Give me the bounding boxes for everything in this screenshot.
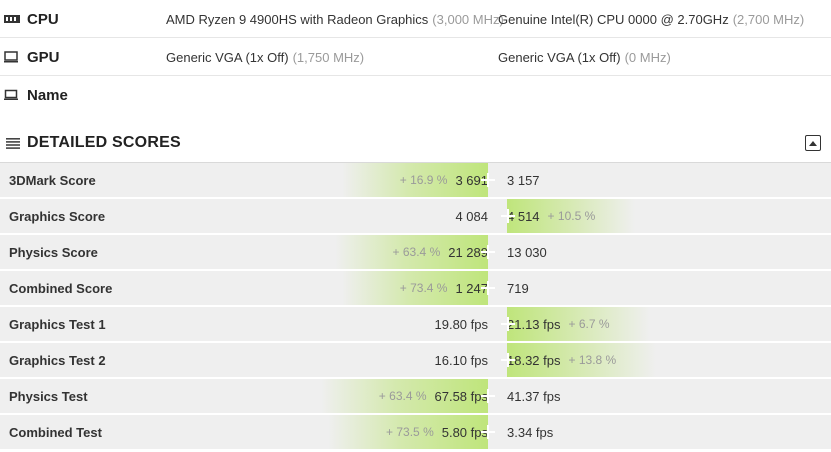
cpu-right-name: Genuine Intel(R) CPU 0000 @ 2.70GHz [498,11,729,27]
score-right-value: 4 514 [507,208,540,224]
score-diff-percent: + 16.9 % [399,173,448,187]
score-right-value: 3.34 fps [507,424,554,440]
cpu-left-name: AMD Ryzen 9 4900HS with Radeon Graphics [166,11,429,27]
gpu-right-name: Generic VGA (1x Off) [498,49,621,65]
score-name: Graphics Test 1 [9,316,106,332]
spec-label-name: Name [4,76,68,114]
score-name: Physics Test [9,388,88,404]
section-title-text: DETAILED SCORES [27,134,181,151]
spec-row-cpu: CPU AMD Ryzen 9 4900HS with Radeon Graph… [0,0,831,38]
score-diff-percent: + 10.5 % [547,209,596,223]
score-name: Combined Test [9,424,102,440]
gpu-left-name: Generic VGA (1x Off) [166,49,289,65]
list-icon [6,137,20,149]
score-right: 18.32 fps + 13.8 % [507,343,657,377]
score-left: 4 084 [455,199,488,233]
score-left: + 63.4 % 67.58 fps [320,379,489,413]
score-row: Physics Test + 63.4 % 67.58 fps 41.37 fps [0,379,831,413]
score-left-value: 1 247 [455,280,488,296]
cpu-icon [4,14,22,24]
score-right-value: 3 157 [507,172,540,188]
spec-row-name: Name [0,76,831,114]
cpu-left: AMD Ryzen 9 4900HS with Radeon Graphics … [166,0,504,38]
score-row: Physics Score + 63.4 % 21 289 13 030 [0,235,831,269]
plus-icon [480,280,496,296]
score-name: Physics Score [9,244,98,260]
spec-label-text: Name [27,86,68,104]
score-left-value: 3 691 [455,172,488,188]
score-left: + 16.9 % 3 691 [341,163,488,197]
detailed-scores-header: DETAILED SCORES [0,123,831,163]
score-row: Combined Test + 73.5 % 5.80 fps 3.34 fps [0,415,831,449]
score-row: Graphics Test 2 16.10 fps 18.32 fps + 13.8 … [0,343,831,377]
score-right: 13 030 [507,235,547,269]
score-name: Combined Score [9,280,113,296]
section-title: DETAILED SCORES [6,123,181,163]
plus-icon [480,388,496,404]
plus-icon [500,208,516,224]
collapse-up-icon [809,140,817,146]
score-diff-percent: + 63.4 % [392,245,441,259]
plus-icon [500,316,516,332]
score-row: Graphics Score 4 084 4 514 + 10.5 % [0,199,831,233]
spec-label-text: GPU [27,48,60,66]
score-right-value: 13 030 [507,244,547,260]
score-name: Graphics Score [9,208,106,224]
spec-label-cpu: CPU [4,0,59,38]
score-name: Graphics Test 2 [9,352,106,368]
gpu-right-freq: (0 MHz) [624,49,671,65]
plus-icon [480,424,496,440]
score-diff-percent: + 63.4 % [378,389,427,403]
cpu-right: Genuine Intel(R) CPU 0000 @ 2.70GHz (2,7… [498,0,804,38]
score-row: 3DMark Score + 16.9 % 3 691 3 157 [0,163,831,197]
score-right: 719 [507,271,529,305]
score-right-value: 18.32 fps [507,352,561,368]
score-name: 3DMark Score [9,172,96,188]
score-row: Combined Score + 73.4 % 1 247 719 [0,271,831,305]
score-right-value: 21.13 fps [507,316,561,332]
score-left-value: 4 084 [455,208,488,224]
score-left: 19.80 fps [435,307,489,341]
score-row: Graphics Test 1 19.80 fps 21.13 fps + 6.7 % [0,307,831,341]
gpu-left: Generic VGA (1x Off) (1,750 MHz) [166,38,364,76]
score-right: 4 514 + 10.5 % [507,199,636,233]
score-diff-percent: + 6.7 % [568,317,610,331]
spec-row-gpu: GPU Generic VGA (1x Off) (1,750 MHz) Gen… [0,38,831,76]
score-left-value: 67.58 fps [434,388,489,404]
score-right: 3 157 [507,163,540,197]
score-left: + 73.5 % 5.80 fps [328,415,488,449]
score-diff-percent: + 13.8 % [568,353,617,367]
score-left-value: 16.10 fps [434,352,489,368]
score-right: 21.13 fps + 6.7 % [507,307,650,341]
plus-icon [480,244,496,260]
score-right: 3.34 fps [507,415,553,449]
score-right: 41.37 fps [507,379,561,413]
monitor-icon [4,51,22,63]
score-left: + 63.4 % 21 289 [334,235,488,269]
score-right-value: 41.37 fps [507,388,561,404]
score-left-value: 19.80 fps [434,316,489,332]
cpu-left-freq: (3,000 MHz) [432,11,504,27]
score-left-value: 21 289 [448,244,488,260]
score-left: 16.10 fps [435,343,489,377]
spec-label-gpu: GPU [4,38,60,76]
spec-label-text: CPU [27,10,59,28]
laptop-icon [4,89,22,101]
gpu-right: Generic VGA (1x Off) (0 MHz) [498,38,671,76]
score-left: + 73.4 % 1 247 [341,271,488,305]
score-left-value: 5.80 fps [441,424,488,440]
plus-icon [480,172,496,188]
score-diff-percent: + 73.4 % [399,281,448,295]
collapse-button[interactable] [805,135,821,151]
score-diff-percent: + 73.5 % [386,425,434,439]
plus-icon [500,352,516,368]
score-right-value: 719 [507,280,529,296]
cpu-right-freq: (2,700 MHz) [732,11,805,27]
gpu-left-freq: (1,750 MHz) [292,49,365,65]
